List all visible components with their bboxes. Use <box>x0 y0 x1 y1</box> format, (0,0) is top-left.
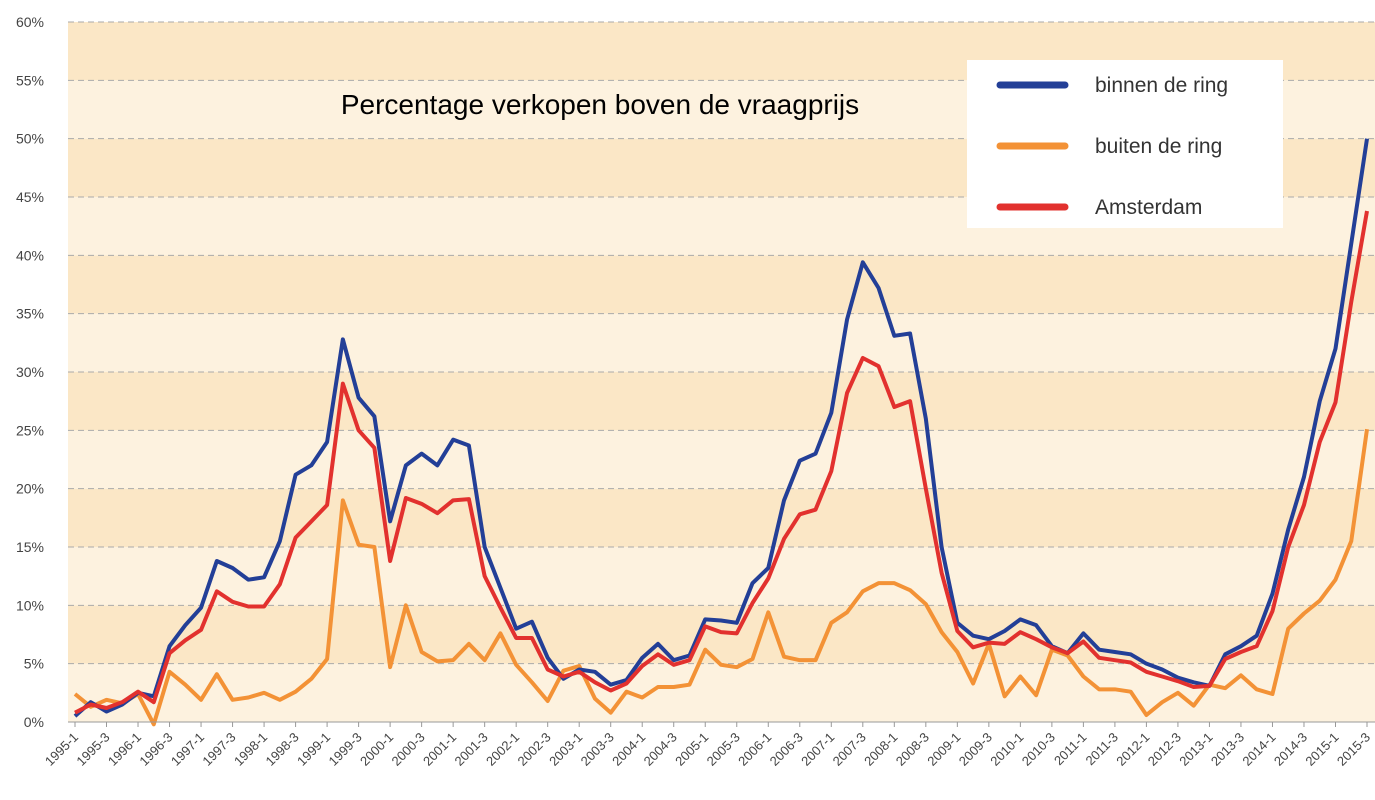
x-tick-label: 2002-1 <box>483 730 522 769</box>
x-tick-label: 2000-1 <box>357 730 396 769</box>
legend-label: buiten de ring <box>1095 135 1222 158</box>
x-tick-label: 2012-3 <box>1145 730 1184 769</box>
x-tick-label: 2008-1 <box>861 730 900 769</box>
x-tick-label: 2004-1 <box>609 730 648 769</box>
x-tick-label: 2001-1 <box>420 730 459 769</box>
x-tick-label: 2008-3 <box>893 730 932 769</box>
x-tick-label: 2009-3 <box>956 730 995 769</box>
x-tick-label: 2003-1 <box>546 730 585 769</box>
series-line <box>73 428 1369 727</box>
x-tick-label: 1996-3 <box>136 730 175 769</box>
y-tick-label: 15% <box>16 539 44 555</box>
y-tick-label: 50% <box>16 131 44 147</box>
band <box>68 488 1375 547</box>
x-tick-label: 1998-3 <box>262 730 301 769</box>
x-tick-label: 2003-3 <box>578 730 617 769</box>
band <box>68 605 1375 664</box>
x-tick-label: 2010-1 <box>987 730 1026 769</box>
x-tick-label: 2014-3 <box>1271 730 1310 769</box>
x-tick-label: 2013-1 <box>1176 730 1215 769</box>
x-tick-label: 2010-3 <box>1019 730 1058 769</box>
x-tick-label: 2011-1 <box>1051 730 1090 769</box>
y-tick-label: 45% <box>16 189 44 205</box>
x-tick-label: 2005-3 <box>704 730 743 769</box>
x-tick-label: 2014-1 <box>1239 730 1278 769</box>
x-tick-label: 1998-1 <box>231 730 270 769</box>
y-tick-label: 55% <box>16 72 44 88</box>
plot-background <box>68 22 1375 722</box>
y-tick-label: 0% <box>24 714 44 730</box>
x-tick-label: 2006-1 <box>735 730 774 769</box>
x-tick-label: 1995-3 <box>73 730 112 769</box>
y-tick-label: 60% <box>16 14 44 30</box>
band <box>68 430 1375 489</box>
x-tick-label: 2006-3 <box>767 730 806 769</box>
x-tick-label: 1999-3 <box>325 730 364 769</box>
x-tick-label: 2001-3 <box>452 730 491 769</box>
x-tick-label: 1996-1 <box>105 730 144 769</box>
band <box>68 372 1375 431</box>
x-tick-label: 2013-3 <box>1208 730 1247 769</box>
y-tick-label: 35% <box>16 306 44 322</box>
band <box>68 313 1375 372</box>
x-tick-label: 2005-1 <box>672 730 711 769</box>
x-tick-label: 2011-3 <box>1082 730 1121 769</box>
y-tick-label: 25% <box>16 422 44 438</box>
chart-title: Percentage verkopen boven de vraagprijs <box>341 89 859 120</box>
lines <box>73 138 1369 727</box>
series-line <box>74 210 1369 715</box>
series-line <box>73 138 1369 718</box>
x-tick-label: 2007-3 <box>830 730 869 769</box>
legend-label: Amsterdam <box>1095 196 1202 219</box>
y-tick-label: 40% <box>16 247 44 263</box>
band <box>68 547 1375 606</box>
x-tick-label: 2015-3 <box>1334 730 1373 769</box>
x-tick-label: 1997-1 <box>168 730 207 769</box>
x-tick-label: 2007-1 <box>798 730 837 769</box>
x-tick-label: 2004-3 <box>641 730 680 769</box>
band <box>68 255 1375 314</box>
x-tick-label: 2002-3 <box>515 730 554 769</box>
legend-label: binnen de ring <box>1095 74 1228 97</box>
y-tick-label: 5% <box>24 656 44 672</box>
x-tick-label: 2000-3 <box>389 730 428 769</box>
x-tick-label: 1997-3 <box>199 730 238 769</box>
x-tick-label: 1995-1 <box>42 730 81 769</box>
x-tick-label: 2012-1 <box>1113 730 1152 769</box>
x-tick-label: 2009-1 <box>924 730 963 769</box>
x-tick-label: 1999-1 <box>294 730 333 769</box>
y-tick-label: 10% <box>16 597 44 613</box>
y-tick-label: 20% <box>16 481 44 497</box>
legend: binnen de ring buiten de ring Amsterdam <box>996 74 1228 219</box>
x-tick-label: 2015-1 <box>1302 730 1341 769</box>
y-tick-label: 30% <box>16 364 44 380</box>
